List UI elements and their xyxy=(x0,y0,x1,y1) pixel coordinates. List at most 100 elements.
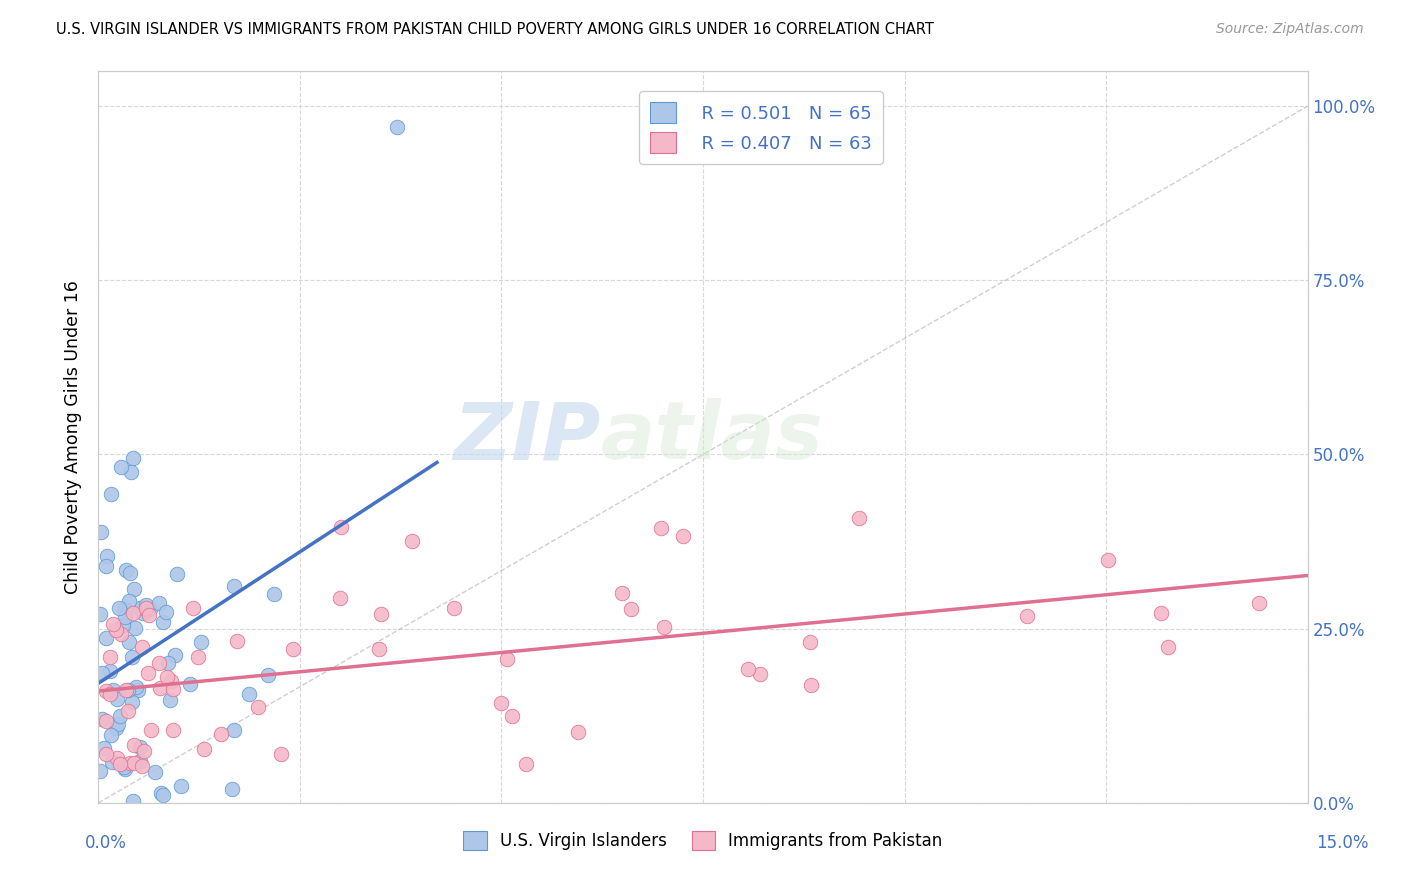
Point xyxy=(125,680,148,694)
Point xyxy=(1097,553,1119,567)
Point xyxy=(800,678,823,692)
Point xyxy=(105,721,128,735)
Point xyxy=(443,600,465,615)
Point xyxy=(112,760,135,774)
Point xyxy=(179,677,201,691)
Point xyxy=(1157,640,1180,655)
Point xyxy=(737,662,759,676)
Point xyxy=(96,747,118,762)
Point xyxy=(114,563,136,577)
Point xyxy=(281,641,304,656)
Point xyxy=(368,641,391,656)
Point xyxy=(100,728,122,742)
Point xyxy=(132,606,155,620)
Point xyxy=(848,510,870,524)
Point xyxy=(117,704,139,718)
Point xyxy=(1150,606,1173,620)
Point xyxy=(209,727,232,741)
Text: atlas: atlas xyxy=(600,398,823,476)
Point xyxy=(370,607,392,621)
Point xyxy=(160,673,183,688)
Point xyxy=(222,723,245,737)
Point xyxy=(143,764,166,779)
Point xyxy=(89,764,111,778)
Point xyxy=(118,756,141,770)
Point xyxy=(129,739,152,754)
Point xyxy=(93,741,115,756)
Point xyxy=(156,670,179,684)
Point xyxy=(121,649,143,664)
Point xyxy=(650,521,672,535)
Point xyxy=(108,601,131,615)
Point xyxy=(105,691,128,706)
Point xyxy=(567,725,589,739)
Point xyxy=(101,756,124,770)
Point xyxy=(98,687,121,701)
Point xyxy=(110,626,132,640)
Point xyxy=(121,607,143,621)
Point xyxy=(114,601,136,615)
Point xyxy=(193,742,215,756)
Point xyxy=(270,747,292,761)
Point xyxy=(122,794,145,808)
Y-axis label: Child Poverty Among Girls Under 16: Child Poverty Among Girls Under 16 xyxy=(65,280,83,594)
Point xyxy=(799,635,821,649)
Point xyxy=(256,668,278,682)
Point xyxy=(152,788,174,802)
Point xyxy=(98,664,121,678)
Point xyxy=(401,534,423,549)
Point xyxy=(89,607,111,621)
Point xyxy=(122,582,145,597)
Point xyxy=(110,460,132,475)
Point xyxy=(163,648,186,662)
Point xyxy=(96,632,118,646)
Point xyxy=(121,450,143,465)
Point xyxy=(385,120,408,134)
Point xyxy=(91,712,114,726)
Point xyxy=(263,587,285,601)
Point xyxy=(190,635,212,649)
Point xyxy=(501,709,523,723)
Point xyxy=(96,683,118,698)
Point xyxy=(152,615,174,629)
Point xyxy=(149,681,172,695)
Point xyxy=(111,618,134,632)
Text: 0.0%: 0.0% xyxy=(84,834,127,852)
Point xyxy=(108,756,131,771)
Point xyxy=(187,650,209,665)
Legend: U.S. Virgin Islanders, Immigrants from Pakistan: U.S. Virgin Islanders, Immigrants from P… xyxy=(457,824,949,856)
Point xyxy=(132,744,155,758)
Point xyxy=(107,716,129,731)
Point xyxy=(139,723,162,737)
Point xyxy=(225,634,247,648)
Point xyxy=(138,608,160,623)
Point xyxy=(124,621,146,635)
Point xyxy=(108,708,131,723)
Point xyxy=(238,687,260,701)
Point xyxy=(166,566,188,581)
Point xyxy=(748,667,770,681)
Point xyxy=(620,602,643,616)
Point xyxy=(129,755,152,769)
Point xyxy=(222,579,245,593)
Point xyxy=(103,683,125,698)
Point xyxy=(149,786,172,800)
Point xyxy=(117,682,139,697)
Point xyxy=(96,549,118,563)
Point xyxy=(148,656,170,670)
Point xyxy=(135,598,157,612)
Point xyxy=(114,763,136,777)
Point xyxy=(118,566,141,581)
Point xyxy=(129,600,152,615)
Point xyxy=(181,601,204,615)
Point xyxy=(96,714,118,728)
Point xyxy=(131,640,153,654)
Point xyxy=(496,652,519,666)
Point xyxy=(103,617,125,632)
Point xyxy=(672,529,695,543)
Point xyxy=(329,591,352,606)
Point xyxy=(90,665,112,680)
Text: U.S. VIRGIN ISLANDER VS IMMIGRANTS FROM PAKISTAN CHILD POVERTY AMONG GIRLS UNDER: U.S. VIRGIN ISLANDER VS IMMIGRANTS FROM … xyxy=(56,22,934,37)
Point xyxy=(170,779,193,793)
Point xyxy=(162,723,184,737)
